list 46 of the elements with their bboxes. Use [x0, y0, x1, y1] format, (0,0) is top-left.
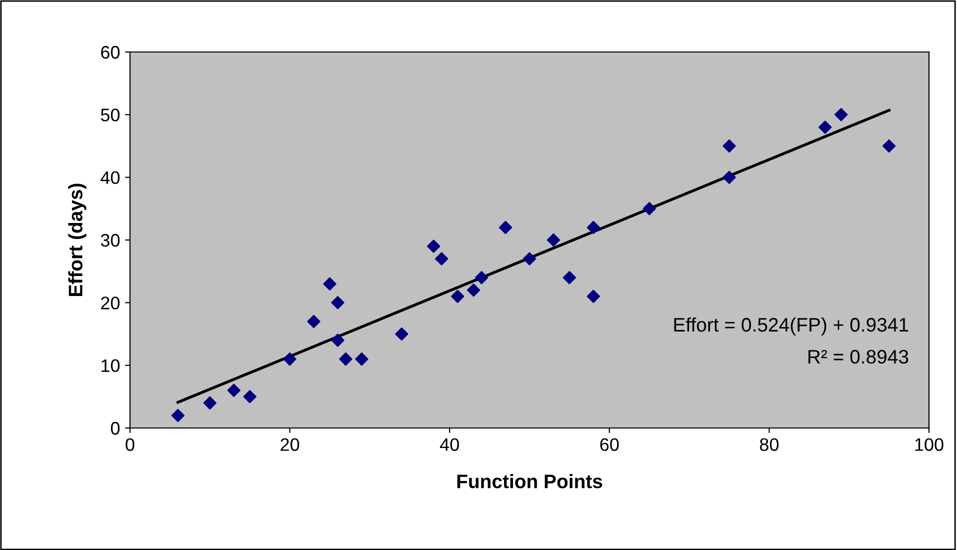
- y-axis-title: Effort (days): [68, 184, 86, 296]
- point: [395, 327, 408, 341]
- point: [498, 220, 512, 234]
- point: [243, 390, 256, 404]
- point: [722, 170, 736, 184]
- point: [355, 352, 368, 366]
- point: [331, 296, 344, 310]
- x-tick-label: 40: [440, 438, 459, 451]
- y-tick-label: 50: [100, 108, 120, 122]
- point: [307, 314, 320, 328]
- point: [586, 290, 600, 303]
- point: [562, 271, 576, 284]
- y-tick-label: 0: [110, 422, 120, 435]
- point: [722, 139, 736, 153]
- x-tick-label: 0: [126, 438, 134, 451]
- point: [466, 284, 480, 297]
- x-tick-label: 60: [600, 438, 619, 451]
- point: [522, 252, 536, 266]
- point: [323, 277, 336, 290]
- y-tick-label: 40: [100, 171, 120, 184]
- point: [834, 108, 848, 122]
- point: [331, 334, 344, 347]
- point: [546, 233, 560, 247]
- y-tick-label: 20: [101, 296, 120, 310]
- y-tick-label: 10: [102, 359, 120, 372]
- point: [171, 408, 185, 422]
- point: [882, 139, 896, 153]
- point: [283, 352, 296, 366]
- annotation: Effort = 0.524(FP) + 0.9341: [674, 317, 908, 336]
- point: [339, 352, 352, 366]
- x-tick-label: 80: [760, 438, 779, 451]
- x-tick-label: 20: [280, 438, 300, 451]
- point: [203, 396, 216, 410]
- point: [474, 271, 488, 284]
- y-tick-label: 30: [100, 234, 120, 247]
- point: [586, 220, 600, 234]
- annotation: R² = 0.8943: [808, 350, 908, 364]
- x-axis-title: Function Points: [457, 474, 602, 488]
- point: [427, 240, 440, 253]
- point: [642, 202, 656, 216]
- x-tick-label: 100: [915, 438, 944, 451]
- point: [818, 120, 832, 134]
- point: [451, 290, 464, 303]
- y-tick-label: 60: [101, 46, 120, 59]
- point: [227, 384, 240, 397]
- point: [435, 252, 448, 266]
